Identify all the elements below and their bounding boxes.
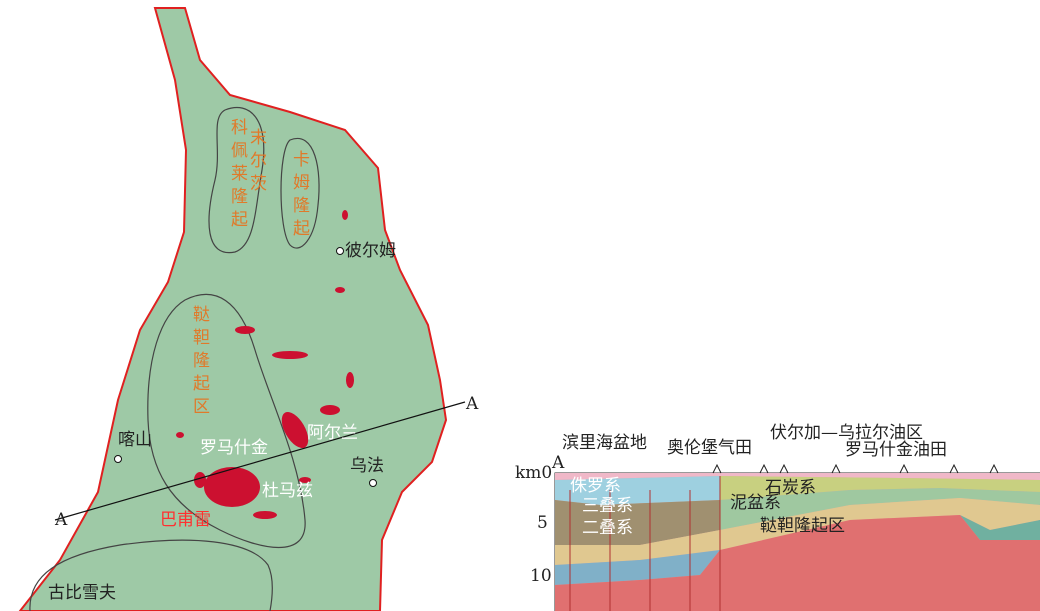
label: 卡姆隆起 [289,150,309,242]
label: 鞑靼隆起区 [189,305,209,420]
label: 乌法 [350,456,384,476]
oil-field [194,472,206,488]
layer [555,473,1040,480]
label: A [552,453,565,473]
layer [555,476,720,505]
layer [720,488,1040,530]
outline [29,539,273,611]
oil-field [299,477,311,483]
well [712,463,999,474]
label: 巴甫雷 [160,510,211,530]
city [336,247,344,255]
label: 古比雪夫 [48,583,116,603]
label: 石炭系 [765,478,816,498]
oil-fields [176,210,354,519]
label: 罗马什金油田 [845,440,947,460]
label: 罗马什金 [200,438,268,458]
oil-field [204,467,260,507]
cross-section [554,463,1040,611]
layer [555,500,720,545]
outline [208,106,265,254]
layer [555,515,1040,611]
oil-field [320,405,340,415]
label: A [55,510,68,530]
label: 彼尔姆 [345,241,396,261]
label: 伏尔加—乌拉尔油区 [770,423,923,443]
section-line [54,401,466,521]
label: 奥伦堡气田 [667,438,752,458]
label: 滨里海盆地 [562,433,647,453]
label: 二叠系 [582,518,633,538]
oil-field [253,511,277,519]
outlines [29,106,320,611]
oil-field [272,351,308,359]
label: 侏罗系 [570,476,621,496]
label: 科佩莱隆起 [227,118,247,233]
label: 杜马兹 [262,481,313,501]
label: 阿尔兰 [307,423,358,443]
oil-field [335,287,345,293]
label: 10 [530,566,552,586]
city [114,455,122,463]
layer [555,498,1040,565]
layer [960,515,1040,540]
layer [555,550,720,585]
label: 鞑靼隆起区 [760,516,845,536]
faults [569,476,721,611]
outline [280,137,320,249]
region [18,7,448,611]
label: 末尔茨 [246,128,266,197]
well-symbols [712,463,999,474]
oil-field [346,372,354,388]
layer [720,476,1040,500]
city [369,479,377,487]
label: 三叠系 [582,496,633,516]
oil-field [281,411,309,449]
label: 泥盆系 [730,493,781,513]
outline [147,293,306,549]
label: km0 [515,463,553,483]
oil-field [235,326,255,334]
label: 5 [537,513,548,533]
label: A [466,394,479,414]
oil-field [342,210,348,220]
oil-field [176,432,184,438]
label: 喀山 [118,430,152,450]
